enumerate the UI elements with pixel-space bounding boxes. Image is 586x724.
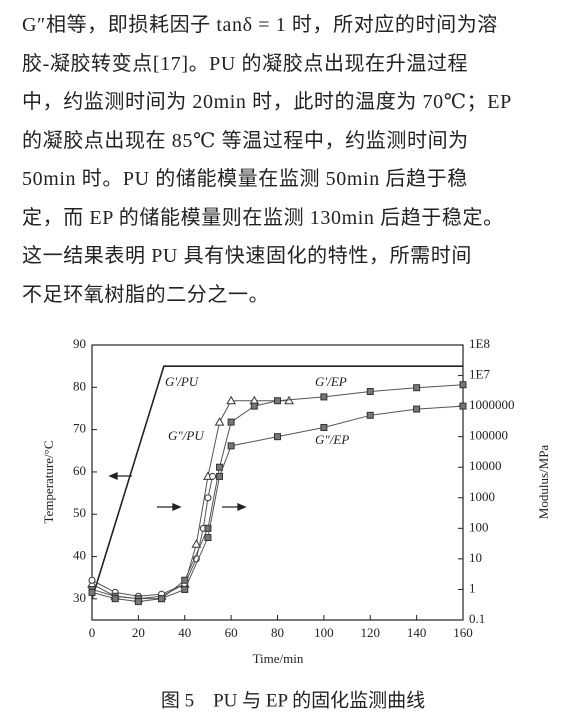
- series-label: G″/PU: [168, 428, 205, 443]
- marker: [320, 393, 328, 401]
- y2-tick-label: 0.1: [469, 611, 485, 626]
- y-axis-label: Temperature/°C: [41, 441, 56, 524]
- x-tick-label: 160: [453, 625, 473, 640]
- y2-tick-label: 10: [469, 550, 482, 565]
- y-tick-label: 60: [73, 463, 86, 478]
- marker: [134, 598, 142, 606]
- marker: [227, 418, 235, 426]
- text-line: 50min 时。PU 的储能模量在监测 50min 后趋于稳: [22, 168, 468, 190]
- x-axis-label: Time/min: [253, 651, 304, 666]
- marker: [413, 384, 421, 392]
- series-label: G′/PU: [165, 374, 200, 389]
- plot-frame: [91, 344, 464, 621]
- text-line: 不足环氧树脂的二分之一。: [22, 283, 270, 306]
- y-tick-label: 90: [73, 336, 86, 351]
- x-tick-label: 120: [361, 625, 381, 640]
- y2-tick-label: 1000: [469, 489, 495, 504]
- marker: [214, 417, 225, 426]
- marker: [204, 524, 212, 532]
- marker: [204, 534, 212, 542]
- x-tick-label: 100: [314, 625, 334, 640]
- marker: [88, 588, 96, 596]
- text-line: 定，而 EP 的储能模量则在监测 130min 后趋于稳定。: [22, 206, 504, 229]
- x-tick-label: 80: [271, 625, 284, 640]
- series-line: [91, 384, 464, 600]
- marker: [111, 595, 119, 603]
- y2-tick-label: 1E8: [469, 336, 490, 351]
- marker: [226, 395, 236, 405]
- x-tick-label: 60: [225, 625, 238, 640]
- text-line: 中，约监测时间为 20min 时，此时的温度为 70℃；EP: [22, 91, 512, 113]
- y-tick-label: 50: [73, 505, 86, 520]
- y-tick-label: 80: [73, 378, 86, 393]
- arrows: [108, 472, 247, 511]
- x-tick-label: 140: [407, 625, 427, 640]
- series-label: G″/EP: [315, 432, 349, 447]
- marker: [459, 381, 467, 389]
- marker: [250, 402, 258, 410]
- marker: [158, 595, 166, 603]
- marker: [366, 411, 374, 419]
- marker: [216, 472, 224, 480]
- text-line: 胶-凝胶转变点[17]。PU 的凝胶点出现在升温过程: [22, 52, 469, 75]
- marker: [227, 442, 235, 450]
- marker: [413, 405, 421, 413]
- temperature-line: [91, 365, 463, 600]
- marker: [209, 472, 217, 480]
- text-line: G″相等，即损耗因子 tanδ = 1 时，所对应的时间为溶: [22, 14, 498, 36]
- marker: [459, 402, 467, 410]
- text-line: 的凝胶点出现在 85℃ 等温过程中，约监测时间为: [22, 129, 469, 152]
- series-line: [91, 476, 214, 597]
- paragraph: G″相等，即损耗因子 tanδ = 1 时，所对应的时间为溶 胶-凝胶转变点[17…: [22, 6, 572, 314]
- text-line: 这一结果表明 PU 具有快速固化的特性，所需时间: [22, 245, 472, 267]
- marker: [88, 576, 96, 584]
- y2-tick-label: 1000000: [469, 397, 515, 412]
- marker: [216, 463, 224, 471]
- series-label: G′/EP: [315, 374, 347, 389]
- marker: [204, 494, 212, 502]
- y2-axis-label: Modulus/MPa: [536, 445, 551, 520]
- marker: [181, 585, 189, 593]
- y2-tick-label: 100000: [469, 428, 508, 443]
- x-tick-label: 20: [132, 625, 145, 640]
- y2-tick-label: 1E7: [469, 367, 490, 382]
- y2-tick-label: 1: [469, 580, 476, 595]
- y-tick-label: 30: [73, 590, 86, 605]
- x-tick-label: 0: [89, 625, 96, 640]
- marker: [274, 433, 281, 441]
- marker: [366, 388, 374, 396]
- y2-tick-label: 100: [469, 519, 489, 534]
- marker: [274, 397, 281, 405]
- caption: 图 5 PU 与 EP 的固化监测曲线: [161, 689, 425, 711]
- marker: [320, 423, 328, 431]
- y-tick-label: 70: [73, 421, 86, 436]
- y2-tick-label: 10000: [469, 458, 502, 473]
- y-tick-label: 40: [73, 548, 86, 563]
- marker: [191, 539, 202, 548]
- x-tick-label: 40: [178, 625, 191, 640]
- marker: [181, 576, 189, 584]
